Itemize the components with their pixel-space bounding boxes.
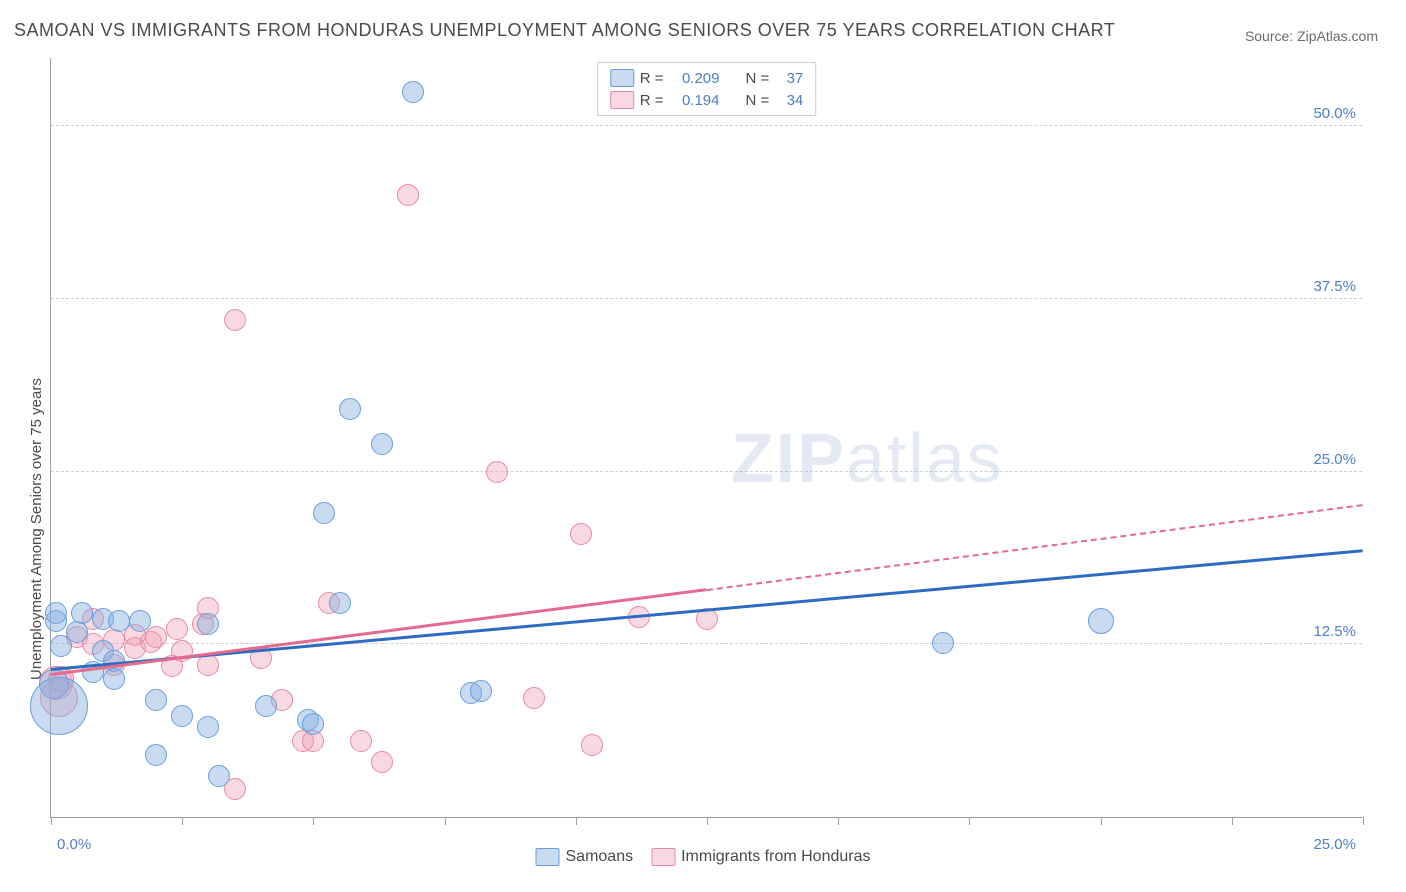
source-text: Source: ZipAtlas.com (1245, 28, 1378, 44)
scatter-point-samoans (932, 632, 954, 654)
n-value: 37 (775, 70, 803, 87)
scatter-point-honduras (523, 687, 545, 709)
watermark-atlas: atlas (846, 419, 1004, 497)
scatter-point-samoans (103, 668, 125, 690)
scatter-point-samoans (145, 744, 167, 766)
scatter-point-samoans (45, 602, 67, 624)
x-tick (1101, 817, 1102, 825)
x-tick-label: 0.0% (57, 836, 91, 853)
r-label: R = (640, 70, 664, 87)
x-tick (51, 817, 52, 825)
y-tick-label: 25.0% (1313, 451, 1356, 468)
scatter-point-samoans (197, 613, 219, 635)
legend-swatch (536, 848, 560, 866)
n-value: 34 (775, 92, 803, 109)
scatter-point-honduras (166, 618, 188, 640)
scatter-point-samoans (30, 677, 88, 735)
watermark: ZIPatlas (731, 418, 1004, 498)
x-tick (182, 817, 183, 825)
scatter-point-honduras (570, 523, 592, 545)
scatter-point-samoans (313, 502, 335, 524)
scatter-point-honduras (486, 461, 508, 483)
legend-label: Samoans (566, 848, 634, 866)
y-axis-label: Unemployment Among Seniors over 75 years (28, 378, 45, 680)
r-value: 0.194 (670, 92, 720, 109)
x-tick-label: 25.0% (1313, 836, 1356, 853)
scatter-point-samoans (171, 705, 193, 727)
legend-swatch (610, 91, 634, 109)
scatter-point-samoans (339, 398, 361, 420)
x-tick (707, 817, 708, 825)
plot-area: ZIPatlas R = 0.209 N = 37 R = 0.194 N = 34 12.5… (50, 58, 1362, 818)
r-label: R = (640, 92, 664, 109)
scatter-point-samoans (470, 680, 492, 702)
legend-row: R = 0.194 N = 34 (610, 89, 804, 111)
legend-item: Immigrants from Honduras (651, 848, 870, 866)
scatter-point-honduras (581, 734, 603, 756)
scatter-point-samoans (197, 716, 219, 738)
x-tick (313, 817, 314, 825)
scatter-point-samoans (208, 765, 230, 787)
scatter-point-samoans (255, 695, 277, 717)
trendline-samoans (51, 549, 1363, 671)
scatter-point-honduras (224, 309, 246, 331)
legend-swatch (651, 848, 675, 866)
scatter-point-samoans (1088, 608, 1114, 634)
n-label: N = (746, 92, 770, 109)
legend-swatch (610, 69, 634, 87)
scatter-point-samoans (371, 433, 393, 455)
x-tick (838, 817, 839, 825)
legend-row: R = 0.209 N = 37 (610, 67, 804, 89)
scatter-point-honduras (397, 184, 419, 206)
n-label: N = (746, 70, 770, 87)
gridline (51, 643, 1362, 644)
x-tick (576, 817, 577, 825)
scatter-point-honduras (350, 730, 372, 752)
gridline (51, 298, 1362, 299)
scatter-point-honduras (145, 626, 167, 648)
scatter-point-honduras (371, 751, 393, 773)
y-tick-label: 37.5% (1313, 278, 1356, 295)
watermark-zip: ZIP (731, 419, 846, 497)
gridline (51, 125, 1362, 126)
scatter-point-samoans (108, 610, 130, 632)
x-tick (445, 817, 446, 825)
scatter-point-samoans (66, 621, 88, 643)
scatter-point-samoans (129, 610, 151, 632)
scatter-point-samoans (145, 689, 167, 711)
legend-item: Samoans (536, 848, 634, 866)
x-tick (1363, 817, 1364, 825)
scatter-point-samoans (302, 713, 324, 735)
legend-label: Immigrants from Honduras (681, 848, 870, 866)
x-tick (1232, 817, 1233, 825)
gridline (51, 471, 1362, 472)
correlation-legend: R = 0.209 N = 37 R = 0.194 N = 34 (597, 62, 817, 116)
y-tick-label: 12.5% (1313, 623, 1356, 640)
scatter-point-samoans (329, 592, 351, 614)
scatter-point-samoans (71, 602, 93, 624)
series-legend: Samoans Immigrants from Honduras (536, 848, 871, 866)
r-value: 0.209 (670, 70, 720, 87)
chart-title: SAMOAN VS IMMIGRANTS FROM HONDURAS UNEMP… (14, 20, 1115, 41)
y-tick-label: 50.0% (1313, 105, 1356, 122)
x-tick (969, 817, 970, 825)
scatter-point-samoans (402, 81, 424, 103)
